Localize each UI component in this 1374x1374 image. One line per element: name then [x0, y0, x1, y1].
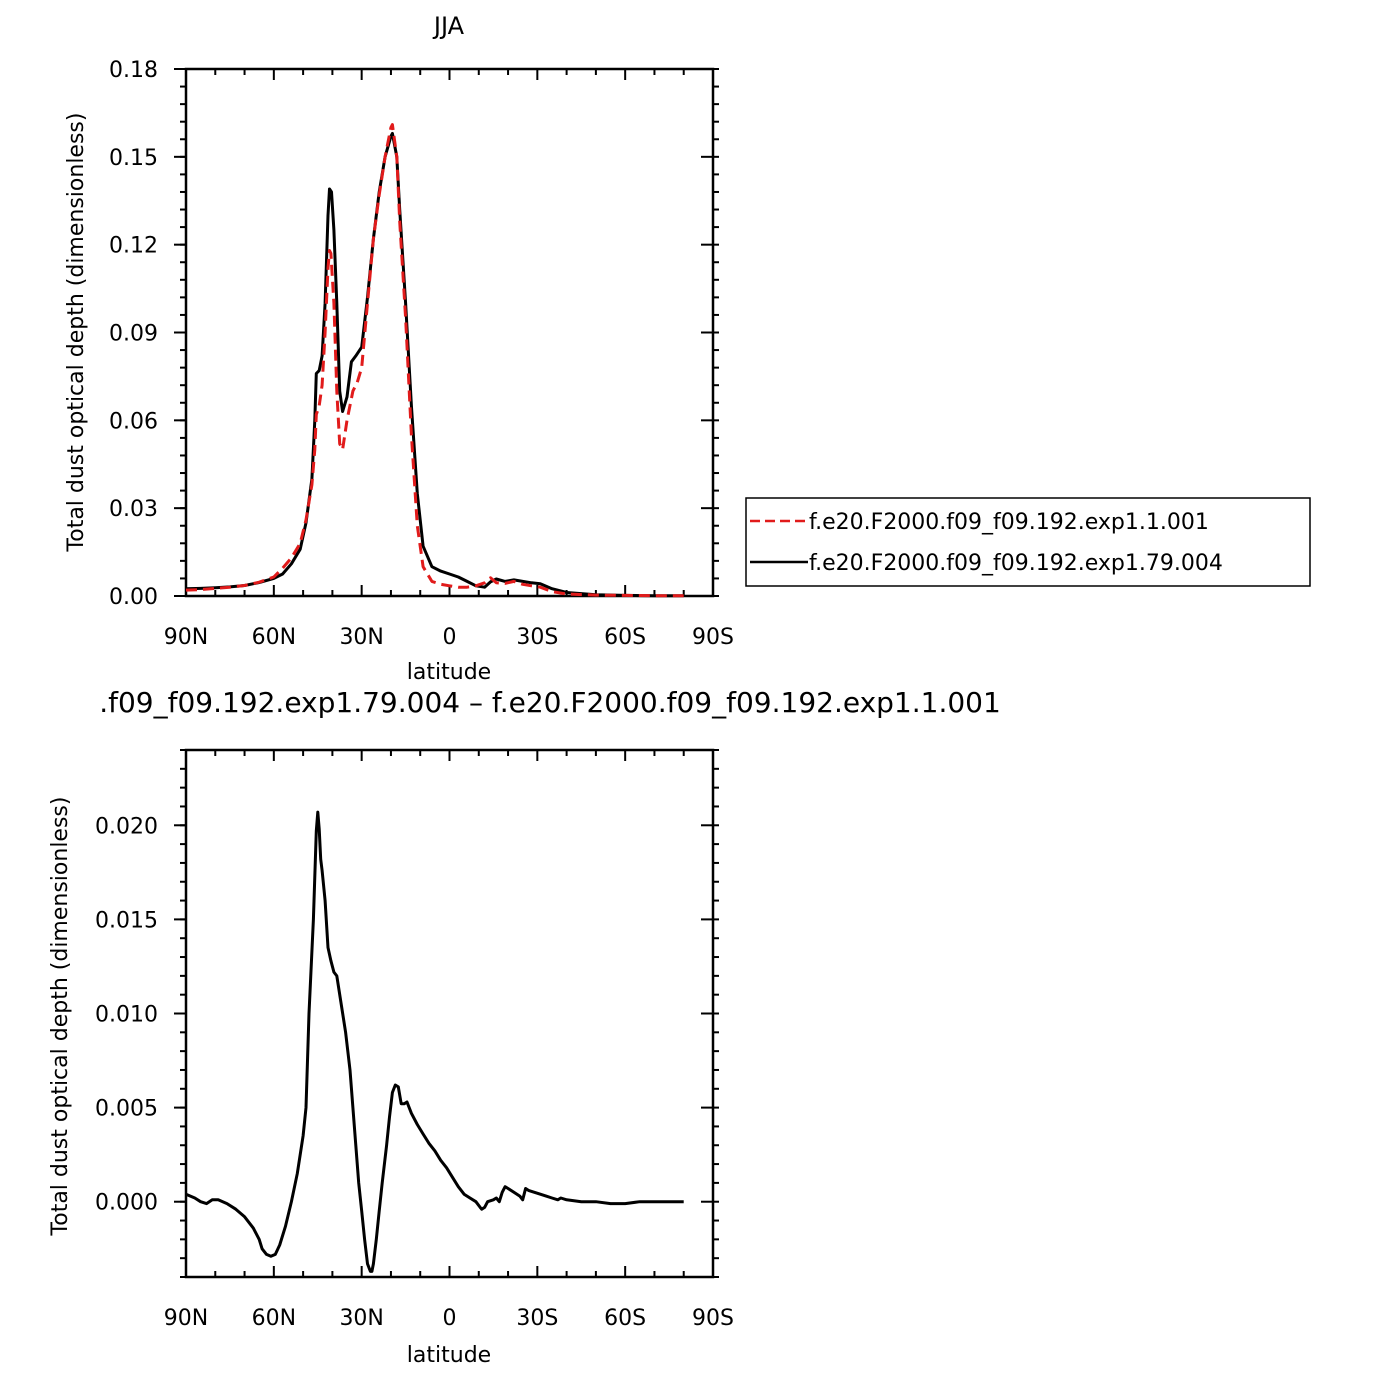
series-line-1: [185, 123, 684, 598]
x-tick-label: 30S: [516, 1306, 558, 1331]
series-line-1: [185, 810, 684, 1273]
y-tick-label: 0.09: [109, 322, 158, 347]
y-tick-label: 0.020: [95, 814, 158, 839]
x-axis-label: latitude: [407, 660, 491, 685]
legend-box: [745, 497, 1311, 587]
y-tick-label: 0.000: [95, 1191, 158, 1216]
x-tick-label: 60N: [252, 1306, 296, 1331]
x-tick-label: 60S: [604, 625, 646, 650]
x-tick-label: 90S: [692, 1306, 734, 1331]
y-tick-label: 0.005: [95, 1097, 158, 1122]
x-tick-label: 60S: [604, 1306, 646, 1331]
legend-item-2: f.e20.F2000.f09_f09.192.exp1.79.004: [750, 551, 1223, 576]
legend-label: f.e20.F2000.f09_f09.192.exp1.79.004: [809, 551, 1223, 576]
y-tick-label: 0.06: [109, 409, 158, 434]
y-tick-label: 0.18: [109, 58, 158, 83]
x-tick-label: 90S: [692, 625, 734, 650]
x-ticks: 90N 60N 30N 0 30S 60S 90S: [164, 69, 734, 650]
y-tick-label: 0.12: [109, 234, 158, 259]
y-axis-label: Total dust optical depth (dimensionless): [64, 113, 89, 553]
panel-top: JJA 90N 60N 30N 0 30S 60S 90S 0.00 0.03 0.06 0.09…: [64, 12, 1311, 685]
y-tick-label: 0.010: [95, 1003, 158, 1028]
series-line-2: [185, 131, 684, 598]
plot-frame: [184, 67, 715, 598]
x-ticks: 90N 60N 30N 0 30S 60S 90S: [164, 750, 734, 1331]
x-tick-label: 30N: [339, 625, 383, 650]
plot-frame: [184, 748, 715, 1279]
y-ticks: 0.00 0.03 0.06 0.09 0.12 0.15 0.18: [109, 58, 719, 610]
x-tick-label: 90N: [164, 1306, 208, 1331]
y-tick-label: 0.15: [109, 146, 158, 171]
series-lines: [185, 123, 684, 598]
series-lines: [185, 810, 684, 1273]
legend: f.e20.F2000.f09_f09.192.exp1.1.001 f.e20…: [745, 497, 1311, 587]
legend-item-1: f.e20.F2000.f09_f09.192.exp1.1.001: [750, 510, 1209, 535]
y-tick-label: 0.00: [109, 585, 158, 610]
x-axis-label: latitude: [407, 1343, 491, 1368]
x-tick-label: 0: [443, 1306, 457, 1331]
y-tick-label: 0.03: [109, 497, 158, 522]
x-tick-label: 60N: [252, 625, 296, 650]
x-tick-label: 0: [443, 625, 457, 650]
chart-title: JJA: [432, 12, 465, 40]
x-tick-label: 90N: [164, 625, 208, 650]
legend-label: f.e20.F2000.f09_f09.192.exp1.1.001: [809, 510, 1209, 535]
chart-title: .f09_f09.192.exp1.79.004 – f.e20.F2000.f…: [99, 686, 1001, 719]
y-ticks: 0.000 0.005 0.010 0.015 0.020: [95, 749, 719, 1278]
panel-bottom: .f09_f09.192.exp1.79.004 – f.e20.F2000.f…: [48, 686, 1001, 1368]
x-tick-label: 30S: [516, 625, 558, 650]
y-axis-label: Total dust optical depth (dimensionless): [48, 797, 73, 1237]
x-tick-label: 30N: [339, 1306, 383, 1331]
y-tick-label: 0.015: [95, 908, 158, 933]
